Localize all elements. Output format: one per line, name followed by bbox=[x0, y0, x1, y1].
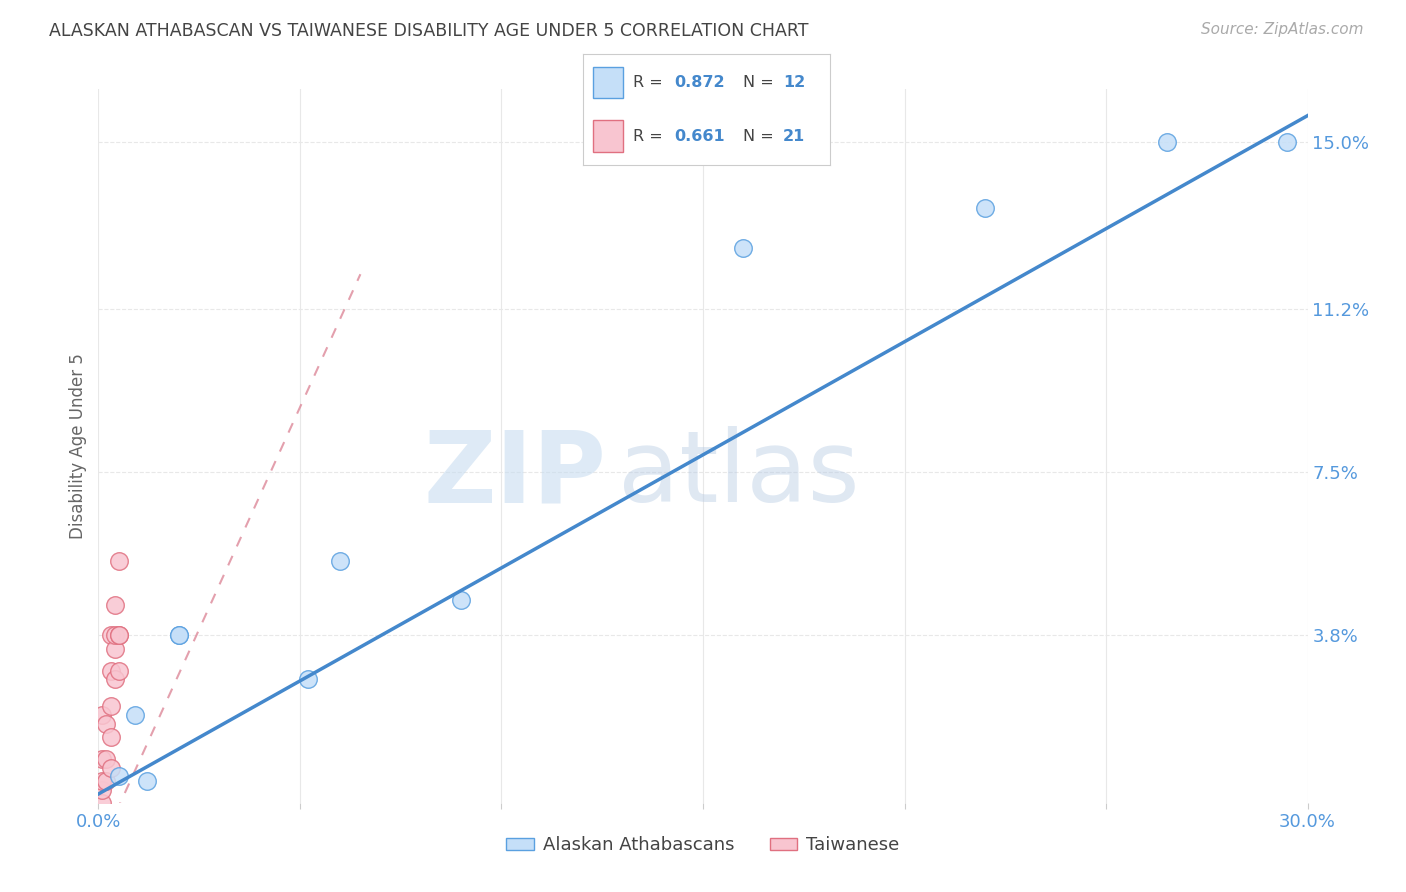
Point bbox=[100, 730, 122, 744]
Point bbox=[450, 593, 472, 607]
Point bbox=[91, 796, 114, 810]
Point bbox=[167, 628, 190, 642]
Point bbox=[107, 628, 129, 642]
Text: R =: R = bbox=[633, 75, 668, 90]
Point bbox=[100, 760, 122, 774]
Point bbox=[329, 553, 352, 567]
Point bbox=[100, 698, 122, 713]
Point bbox=[974, 201, 997, 215]
Point bbox=[96, 716, 118, 731]
Point bbox=[91, 773, 114, 788]
Point bbox=[100, 628, 122, 642]
Point bbox=[1277, 135, 1299, 149]
Point bbox=[297, 673, 319, 687]
Point bbox=[96, 773, 118, 788]
Point bbox=[135, 773, 157, 788]
Point bbox=[91, 752, 114, 766]
Text: N =: N = bbox=[744, 75, 779, 90]
Point bbox=[1156, 135, 1178, 149]
Point bbox=[96, 752, 118, 766]
Y-axis label: Disability Age Under 5: Disability Age Under 5 bbox=[69, 353, 87, 539]
Text: atlas: atlas bbox=[619, 426, 860, 523]
Text: ALASKAN ATHABASCAN VS TAIWANESE DISABILITY AGE UNDER 5 CORRELATION CHART: ALASKAN ATHABASCAN VS TAIWANESE DISABILI… bbox=[49, 22, 808, 40]
Point bbox=[103, 641, 125, 656]
FancyBboxPatch shape bbox=[593, 67, 623, 98]
Point bbox=[107, 664, 129, 678]
Text: R =: R = bbox=[633, 128, 668, 144]
Text: 0.661: 0.661 bbox=[675, 128, 725, 144]
Text: ZIP: ZIP bbox=[423, 426, 606, 523]
Text: 21: 21 bbox=[783, 128, 806, 144]
Point bbox=[103, 673, 125, 687]
Point bbox=[103, 598, 125, 612]
Point bbox=[91, 707, 114, 722]
Point bbox=[733, 241, 755, 255]
FancyBboxPatch shape bbox=[593, 120, 623, 152]
Text: Source: ZipAtlas.com: Source: ZipAtlas.com bbox=[1201, 22, 1364, 37]
Text: 0.872: 0.872 bbox=[675, 75, 725, 90]
Point bbox=[107, 628, 129, 642]
Point bbox=[103, 628, 125, 642]
Point bbox=[91, 782, 114, 797]
Text: 12: 12 bbox=[783, 75, 806, 90]
Point bbox=[107, 553, 129, 567]
Point bbox=[100, 664, 122, 678]
Text: N =: N = bbox=[744, 128, 779, 144]
Legend: Alaskan Athabascans, Taiwanese: Alaskan Athabascans, Taiwanese bbox=[499, 830, 907, 862]
Point bbox=[124, 707, 146, 722]
Point bbox=[167, 628, 190, 642]
Point bbox=[107, 769, 129, 783]
